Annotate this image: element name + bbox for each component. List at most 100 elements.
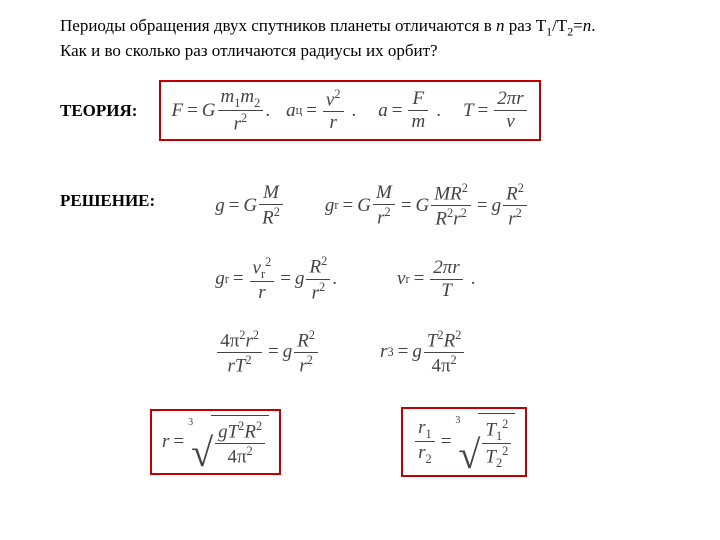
sym-acs: ц [296,103,303,118]
gr-eq2: = [397,195,416,217]
ans-R: R [244,422,256,443]
solution-label: РЕШЕНИЕ: [60,191,155,211]
problem-statement: Периоды обращения двух спутников планеты… [60,15,670,62]
root-ratio: 3 √ T12 T22 [455,413,515,471]
sym-F: F [171,100,183,122]
eq-newton2: a = F m . [378,88,447,133]
sym-2pir: 2πr [497,88,523,109]
frac-4pi2r2-rT2: 4π2r2 rT2 [217,328,262,377]
frac-M-r2: M r2 [373,182,395,229]
answers-row: r = 3 √ gT2R2 4π2 [150,407,670,477]
vr-eq: = [410,268,429,290]
frac-M-R2: M R2 [259,182,283,229]
g: g [215,195,225,217]
frac-T2R2-4pi2: T2R2 4π2 [424,328,465,377]
gr-r2n: 2 [516,206,522,220]
gr2: g [215,268,225,290]
sym-r2: 2 [241,111,247,125]
r3-R2: 2 [455,328,461,342]
sym-v-b: v [506,111,514,132]
vr-sq: 2 [265,255,271,269]
ans-pi2: 2 [247,444,253,458]
dot1: . [265,100,270,122]
eq-4pi-g: g [283,341,293,363]
ans-eq: = [169,431,188,453]
ans-r: r [162,431,169,453]
eq-4pi-eq: = [264,341,283,363]
frac-v2-r: v2 r [323,87,344,134]
gr-R2n: 2 [518,181,524,195]
eq-4pi-r: r [299,355,306,376]
solution-row3: 4π2r2 rT2 = g R2 r2 r3 = g [215,328,529,377]
gr-r2d: 2 [461,206,467,220]
problem-line1-c: /T [552,16,567,35]
sym-m: m [411,111,425,132]
sym-r-b: r [330,112,337,133]
solution-row1: g = G M R2 gr = G M r2 [215,181,529,230]
solution-row: РЕШЕНИЕ: g = G M R2 gr = G [60,181,670,377]
eq-gr-chain: gr = G M r2 = G MR2 R2r2 = [325,181,529,230]
theory-row: ТЕОРИЯ: F = G m1m2 r2 . a ц = v 2 [60,80,670,141]
ans-T: T [228,422,239,443]
sym-a: a [378,100,388,122]
dot5: . [465,268,482,290]
r3-T: T [427,330,438,351]
rat-r2s: 2 [426,452,432,466]
sym-m1: m [221,86,235,107]
rT: rT [228,355,246,376]
eq-answer-r: r = 3 √ gT2R2 4π2 [162,415,269,468]
frac-m1m2-r2: m1m2 r2 [218,86,264,135]
sym-r: r [234,113,241,134]
rat-r2: r [418,442,425,463]
gr-M2: M [434,183,450,204]
sym-G: G [202,100,216,122]
sym-m2s: 2 [254,96,260,110]
gr-G2: G [416,195,430,217]
r3-g: g [412,341,422,363]
eq-r3: r3 = g T2R2 4π2 [380,328,466,377]
r3: r [380,341,387,363]
eq-gr-vr: gr = vr2 r = g R2 r2 . [215,254,337,303]
gr-eq3: = [473,195,492,217]
eq-4pi2: 4π2r2 rT2 = g R2 r2 [215,328,320,377]
vr-T: T [441,280,452,301]
theory-label: ТЕОРИЯ: [60,101,137,121]
gr-rd: r [453,209,460,230]
eq-period: T = 2πr v [463,88,529,133]
problem-line2: Как и во сколько раз отличаются радиусы … [60,41,438,60]
gr2-R: R [309,257,321,278]
fourpi: 4π [220,330,239,351]
sym-eq3: = [388,100,407,122]
gr-r2: 2 [385,205,391,219]
frac-gT2R2-4pi2: gT2R2 4π2 [215,419,265,468]
surd1: √ [191,435,213,471]
gr: g [325,195,335,217]
dot4: . [332,268,337,290]
g-M: M [263,182,279,203]
rat-T2: T [485,447,496,468]
frac-R2-r2-c: R2 r2 [294,328,318,377]
gr-G: G [357,195,371,217]
gr-M: M [376,182,392,203]
gr2-eq1: = [229,268,248,290]
ans-R2: 2 [256,419,262,433]
frac-r1-r2: r1 r2 [415,417,435,466]
r-n: r [245,330,252,351]
gr-r: r [377,207,384,228]
eq-centripetal: aц = v2 r . [286,87,362,134]
rT-2: 2 [246,353,252,367]
g-R: R [262,207,274,228]
surd2: √ [458,437,480,473]
r3-R: R [444,330,456,351]
answer-box-ratio: r1 r2 = 3 √ T12 T22 [401,407,527,477]
answer-box-r: r = 3 √ gT2R2 4π2 [150,409,281,474]
vr: v [253,257,261,278]
root-deg1: 3 [188,417,193,428]
frac-MR2-R2r2: MR2 R2r2 [431,181,471,230]
problem-n2: n [583,16,592,35]
r-n2: 2 [253,328,259,342]
gr-Rn: R [506,183,518,204]
sym-v2: 2 [334,87,340,101]
gr-R2: 2 [462,181,468,195]
sym-eq2: = [302,100,321,122]
